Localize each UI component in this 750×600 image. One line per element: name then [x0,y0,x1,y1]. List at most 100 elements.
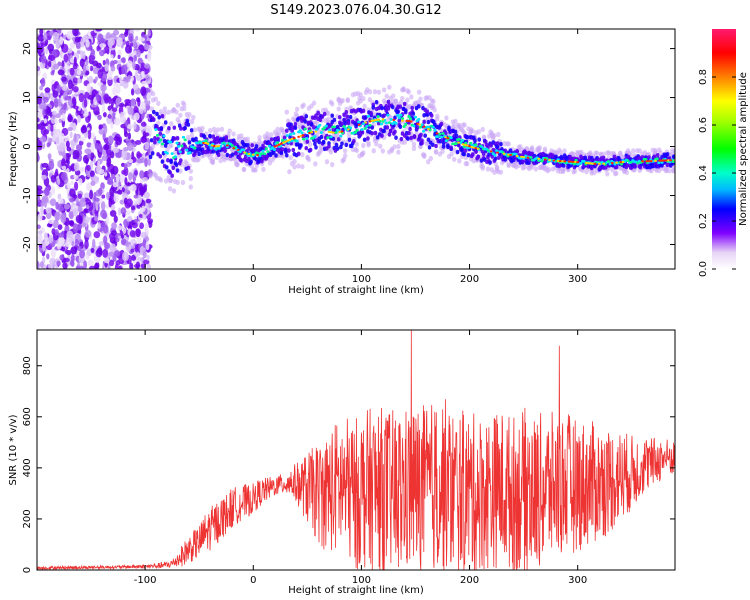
spectrogram-y-label: Frequency (Hz) [8,111,19,187]
noise-blob [78,92,85,103]
noise-blob [60,214,67,224]
noise-blob [126,198,133,207]
spectral-peak [507,153,510,156]
noise-blob [146,92,152,102]
noise-blob [135,229,141,237]
noise-blob [57,203,65,213]
spectral-core [389,118,393,121]
spectral-band [189,128,194,133]
spectral-halo [366,142,371,148]
spectral-core [183,138,187,142]
noise-blob [101,86,106,96]
spectral-halo [631,148,636,154]
spectral-band [390,104,395,110]
spectral-peak [567,160,571,163]
spectral-halo [672,148,675,154]
noise-blob [103,235,108,245]
spectral-band [382,113,386,118]
noise-blob [77,193,83,199]
noise-blob [129,42,134,47]
noise-blob [49,30,54,36]
noise-blob [104,172,108,177]
spectral-band [186,122,191,127]
y-tick-label: 200 [22,509,33,528]
spectral-band [345,114,350,119]
spectral-halo [245,136,251,142]
spectral-core [480,145,484,149]
spectral-band [396,109,400,114]
noise-blob [46,253,50,260]
noise-blob [85,182,93,191]
spectral-core [361,122,366,126]
noise-blob [70,246,78,255]
spectral-halo [167,186,173,192]
noise-blob [111,222,117,230]
noise-blob [121,65,125,75]
snr-x-label: Height of straight line (km) [288,585,424,596]
spectral-band [425,109,430,114]
noise-blob [74,238,79,247]
spectral-band [411,111,416,116]
noise-blob [86,164,91,172]
noise-blob [124,98,131,104]
noise-blob [49,198,57,207]
spectral-band [322,111,327,117]
spectral-halo [328,149,334,155]
spectral-band [160,114,165,119]
spectral-halo [354,147,360,154]
noise-blob [86,83,91,93]
spectral-band [155,111,159,117]
noise-blob [141,80,147,86]
spectral-peak [589,162,593,165]
spectrogram-marks [37,29,675,269]
noise-blob [48,54,56,62]
noise-blob [100,221,106,228]
noise-blob [72,208,79,217]
spectral-band [647,155,651,160]
noise-blob [61,113,66,122]
spectral-halo [169,121,174,127]
noise-blob [52,31,60,42]
spectral-band [508,148,513,153]
noise-blob [110,168,115,175]
spectral-peak [591,162,595,165]
noise-blob [55,38,60,48]
noise-blob [90,142,95,153]
spectral-band [420,140,424,146]
spectral-core [579,161,583,165]
spectral-band [181,147,185,152]
noise-blob [134,244,139,253]
spectral-core [342,125,346,128]
noise-blob [148,83,153,89]
noise-blob [54,113,61,119]
noise-blob [94,263,99,269]
spectral-core [394,121,398,125]
spectral-peak [465,144,469,147]
spectral-halo [396,143,401,150]
spectral-band [336,137,341,142]
spectral-halo [367,89,373,95]
spectral-peak [282,141,285,144]
spectral-band [316,110,320,116]
noise-blob [101,194,106,199]
spectral-core [399,113,403,117]
spectral-halo [393,98,398,104]
spectral-band [280,147,285,152]
spectral-halo [492,132,497,139]
noise-blob [49,257,56,266]
spectral-halo [562,148,567,154]
noise-blob [112,86,117,96]
noise-blob [93,231,101,239]
noise-blob [144,141,150,150]
spectral-halo [345,97,350,103]
spectral-peak [654,159,657,163]
spectral-core [155,133,160,137]
noise-blob [85,204,90,209]
noise-blob [78,178,83,186]
snr-frame [36,329,676,571]
noise-blob [136,159,143,164]
spectral-peak [496,151,500,154]
spectral-band [179,158,183,163]
spectral-halo [294,106,300,112]
y-tick-label: 10 [22,91,33,104]
